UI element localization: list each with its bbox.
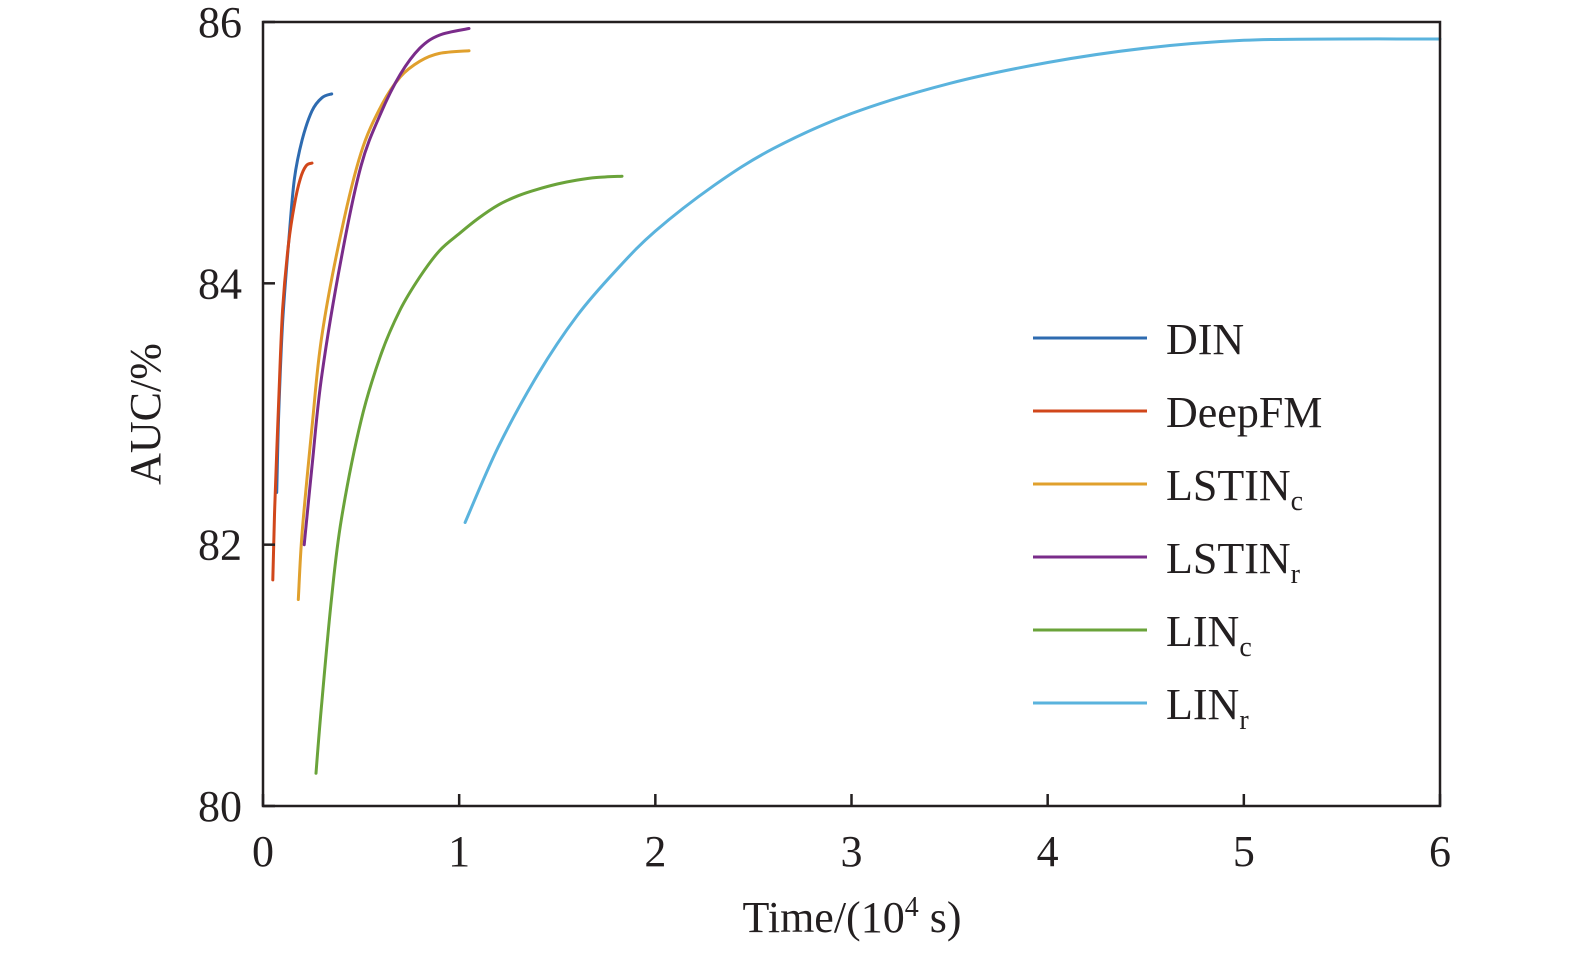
- y-axis-ticks: 80 82 84 86: [198, 0, 275, 831]
- legend-label: LSTINc: [1166, 461, 1303, 517]
- plot-lines: [271, 27, 1442, 775]
- legend-item-lstin-r: LSTINr: [1033, 534, 1301, 590]
- legend-name: DIN: [1166, 315, 1244, 364]
- legend-label: DIN: [1166, 315, 1244, 364]
- legend-name: LSTIN: [1166, 534, 1291, 583]
- legend-item-lstin-c: LSTINc: [1033, 461, 1303, 517]
- x-axis-label-exponent: 4: [905, 892, 919, 923]
- x-axis-label-prefix: Time/(10: [743, 893, 905, 942]
- series-line-lin-c: [314, 174, 624, 775]
- series-line-lstin-c: [296, 49, 471, 601]
- legend-name: DeepFM: [1166, 388, 1322, 437]
- x-tick-label: 1: [448, 827, 470, 876]
- x-tick-label: 3: [841, 827, 863, 876]
- legend-subscript: c: [1239, 632, 1251, 663]
- legend-label: DeepFM: [1166, 388, 1322, 437]
- legend-item-lin-c: LINc: [1033, 607, 1252, 663]
- legend-label: LINc: [1166, 607, 1252, 663]
- x-tick-label: 0: [252, 827, 274, 876]
- x-axis-ticks: 0 1 2 3 4 5 6: [252, 794, 1451, 876]
- legend-item-deepfm: DeepFM: [1033, 388, 1322, 437]
- y-tick-label: 84: [198, 259, 242, 308]
- x-tick-label: 4: [1037, 827, 1059, 876]
- series-line-lin-r: [463, 37, 1442, 524]
- legend-subscript: c: [1291, 486, 1303, 517]
- legend-label: LINr: [1166, 680, 1249, 736]
- legend-subscript: r: [1291, 559, 1301, 590]
- legend-name: LIN: [1166, 607, 1239, 656]
- legend-name: LIN: [1166, 680, 1239, 729]
- legend-item-lin-r: LINr: [1033, 680, 1249, 736]
- series-line-lstin-r: [302, 27, 471, 547]
- legend-name: LSTIN: [1166, 461, 1291, 510]
- legend-item-din: DIN: [1033, 315, 1244, 364]
- y-axis-label: AUC/%: [121, 343, 170, 485]
- x-tick-label: 5: [1233, 827, 1255, 876]
- x-tick-label: 6: [1429, 827, 1451, 876]
- y-tick-label: 86: [198, 0, 242, 47]
- x-axis-label: Time/(104 s): [743, 892, 962, 942]
- legend-subscript: r: [1239, 705, 1249, 736]
- x-tick-label: 2: [644, 827, 666, 876]
- x-axis-label-suffix: s): [919, 893, 962, 942]
- legend-label: LSTINr: [1166, 534, 1301, 590]
- y-tick-label: 80: [198, 782, 242, 831]
- y-tick-label: 82: [198, 521, 242, 570]
- series-line-deepfm: [271, 161, 314, 582]
